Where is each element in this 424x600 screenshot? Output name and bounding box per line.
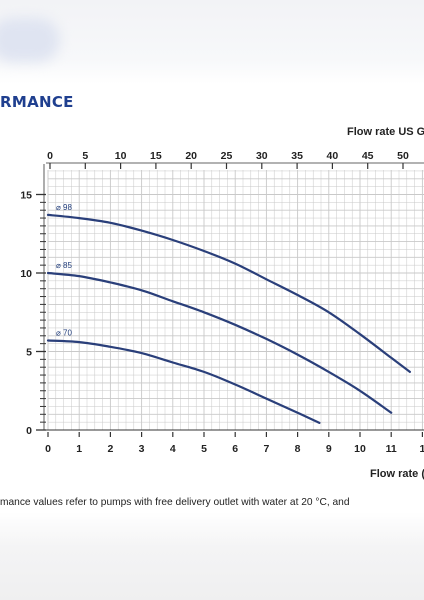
chart-labels: 0 1 2 3 4 5 6 7 8 9 10 11 10 5 10 15 20 25 30 35 40 45 5005101… [20,150,424,455]
curve-label-98: ⌀ 98 [56,203,72,212]
top-axis-tick-label: 5 [82,150,88,162]
top-axis-tick-label: 20 [185,150,197,162]
top-axis-tick-label: 10 [115,150,127,162]
performance-curve [46,271,393,414]
bottom-axis-tick-label: 6 [232,443,238,455]
bottom-axis-tick-label: 9 [326,443,332,455]
top-axis-tick-label: 50 [397,150,409,162]
bottom-axis-tick-label: 1 [76,443,82,455]
chart-axes [36,162,424,437]
curve-label-85: ⌀ 85 [56,261,72,270]
bottom-axis-title: Flow rate ( [370,468,424,480]
left-axis-tick-label: 5 [26,347,32,359]
left-axis-tick-label: 0 [26,425,32,437]
top-axis-tick-label: 0 [47,150,53,162]
section-heading: RMANCE [0,93,74,111]
blurred-photo-background-bottom [0,512,424,600]
chart-grid [47,170,424,431]
top-axis-tick-label: 35 [291,150,303,162]
top-axis-tick-label: 45 [362,150,374,162]
top-axis-title: Flow rate US G [347,126,424,138]
bottom-axis-tick-label: 0 [45,443,51,455]
bottom-axis-tick-label: 7 [263,443,269,455]
left-axis-tick-label: 10 [20,268,32,280]
footnote-text: mance values refer to pumps with free de… [0,497,350,508]
bottom-axis-tick-label: 8 [295,443,301,455]
left-axis-tick-label: 15 [20,190,32,202]
curve-label-70: ⌀ 70 [56,329,72,338]
bottom-axis-tick-label: 4 [170,443,176,455]
bottom-axis-tick-label: 11 [386,443,397,455]
performance-curve [46,339,321,424]
top-axis-tick-label: 25 [221,150,233,162]
top-axis-tick-label: 30 [256,150,268,162]
bottom-axis-tick-label: 10 [354,443,366,455]
performance-curve [46,213,411,373]
blurred-photo-background-top [0,0,424,84]
top-axis-tick-label: 15 [150,150,162,162]
top-axis-tick-label: 40 [327,150,339,162]
chart-series [46,213,411,424]
bottom-axis-tick-label: 3 [139,443,145,455]
bottom-axis-tick-label: 5 [201,443,207,455]
bottom-axis-tick-label: 2 [107,443,113,455]
bottom-axis-tick-label: 1 [419,443,424,455]
blurred-photo-object [0,18,60,62]
